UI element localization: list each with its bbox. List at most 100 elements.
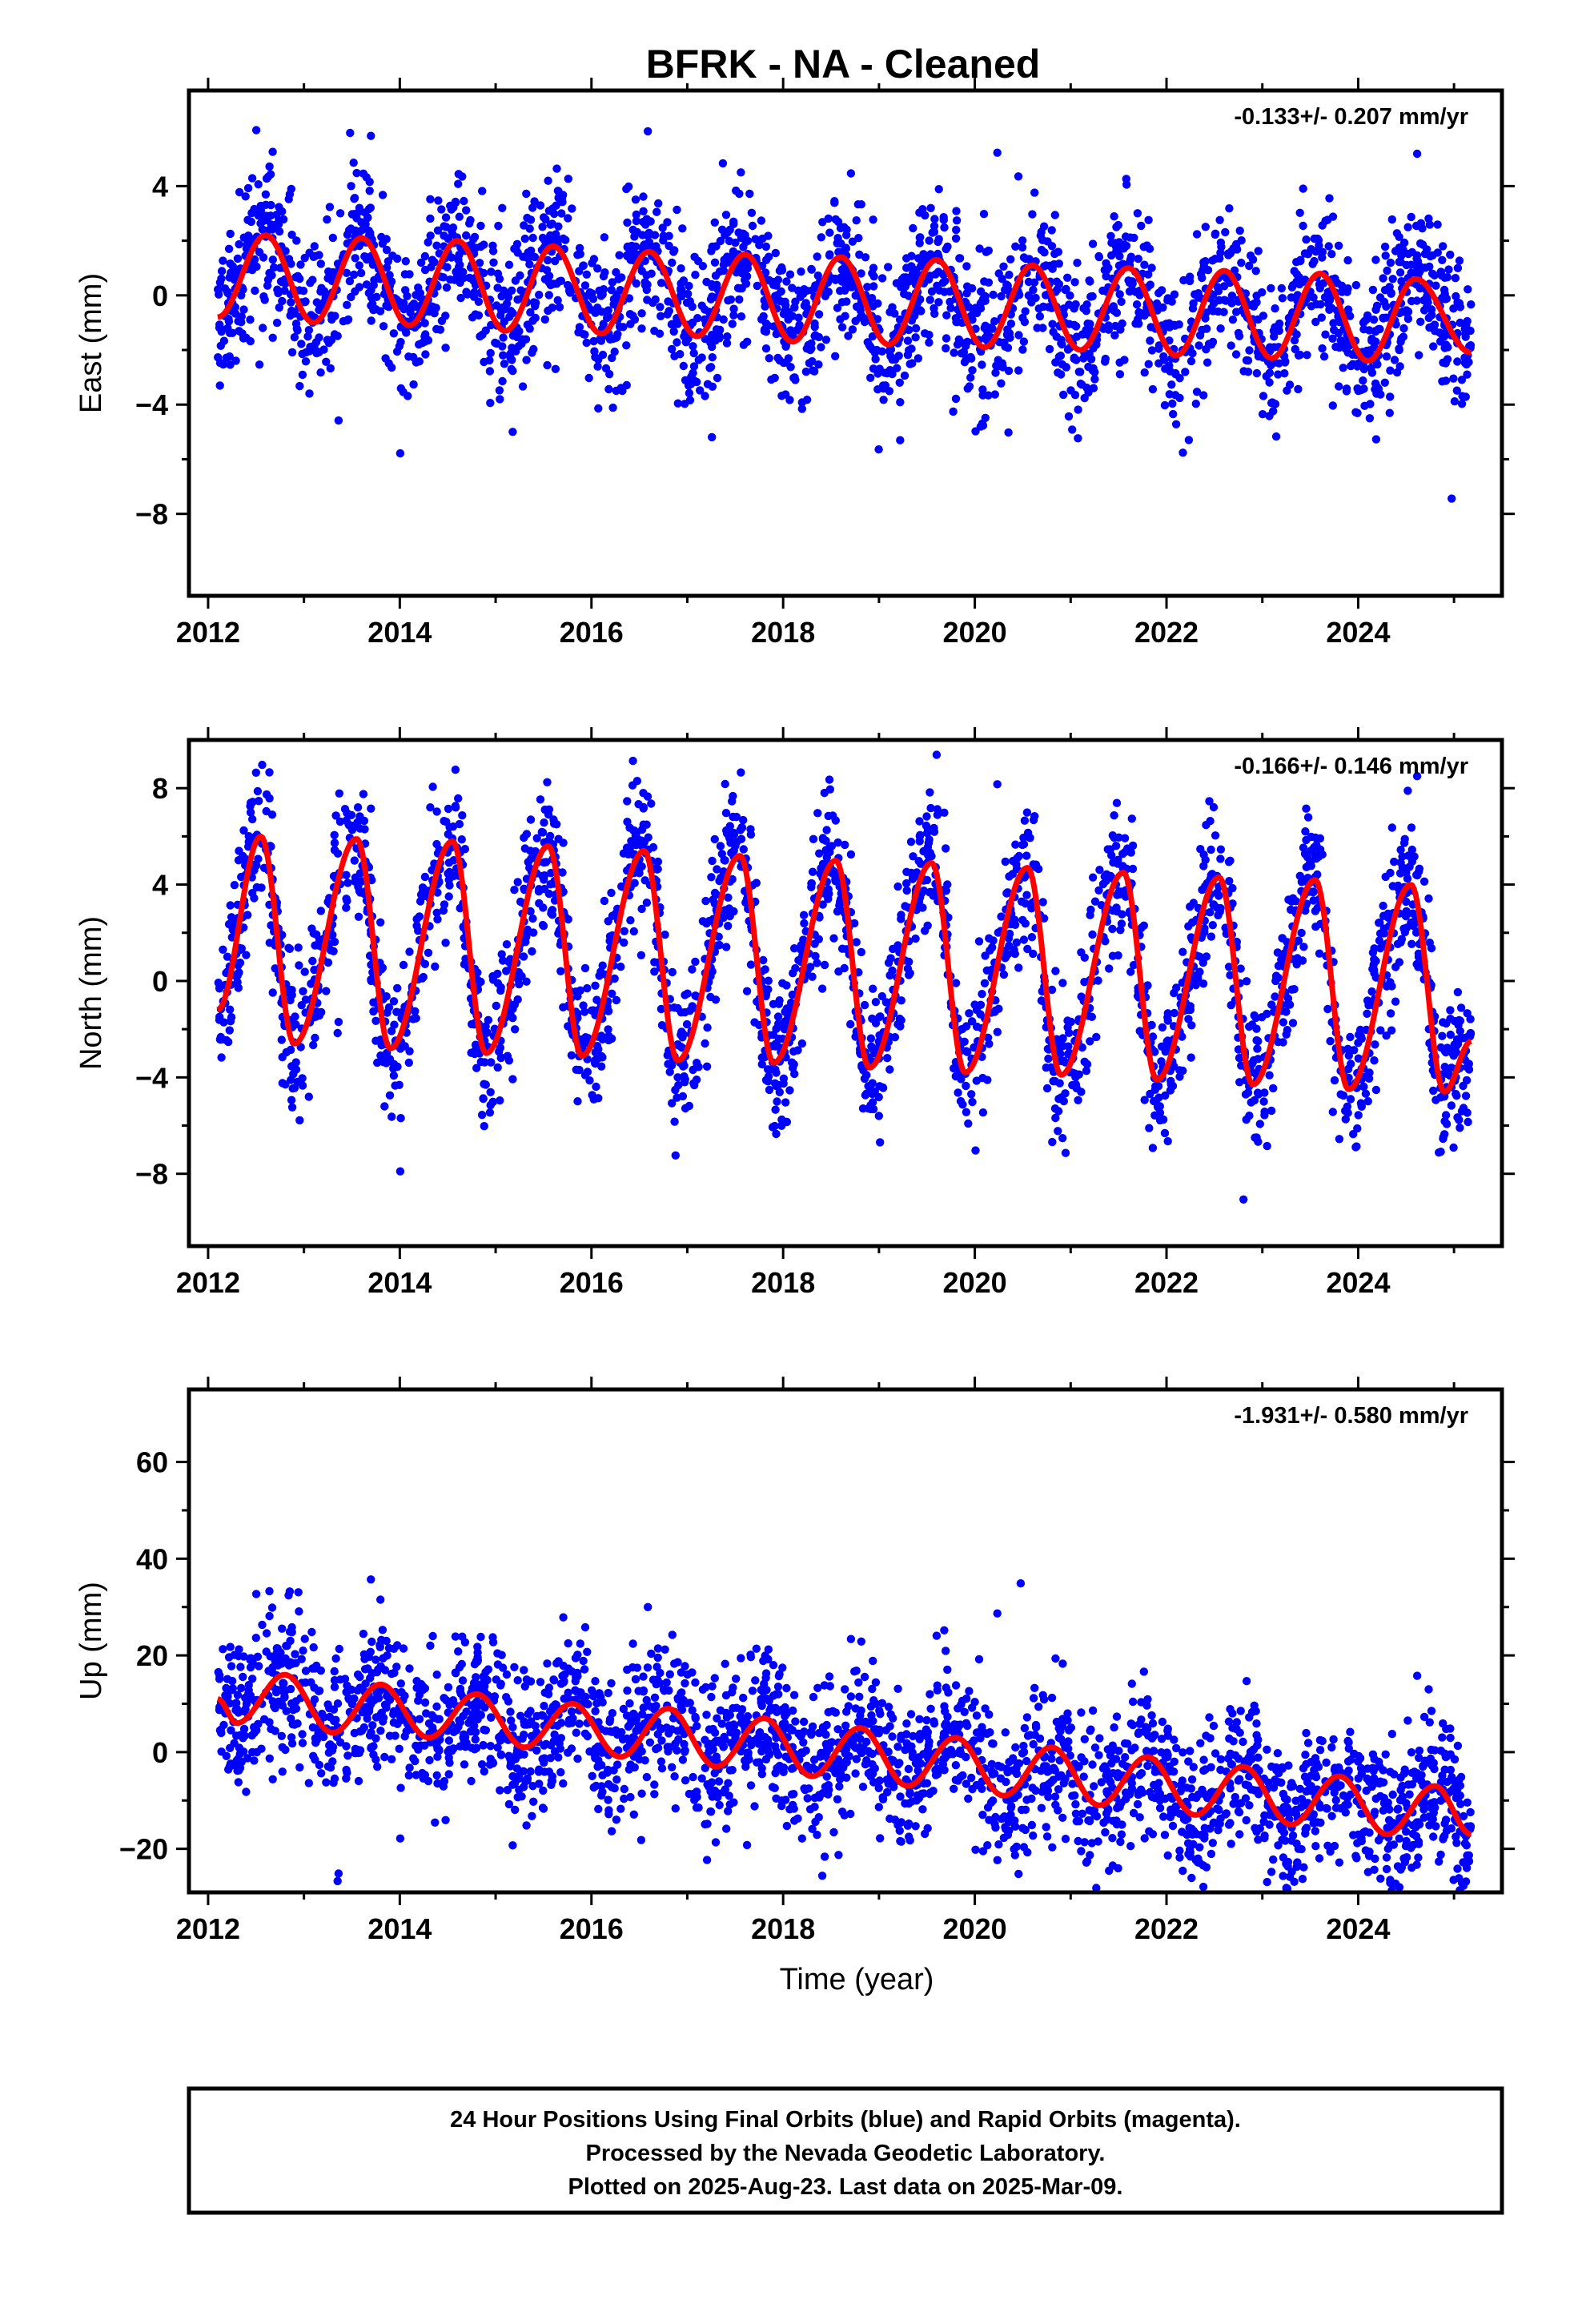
observation-point [232,265,241,275]
observation-point [616,384,625,392]
observation-point [593,264,602,273]
observation-point [1082,1067,1091,1076]
observation-point [1368,285,1378,295]
observation-point [230,881,239,890]
observation-point [952,216,962,225]
observation-point [1407,939,1416,949]
observation-point [1308,259,1317,268]
observation-point [605,335,615,344]
observation-point [1290,267,1299,275]
observation-point [1085,349,1094,358]
observation-point [420,319,429,328]
observation-point [1037,245,1046,255]
observation-point [1368,964,1377,974]
observation-point [709,895,717,904]
observation-point [1247,1098,1256,1107]
observation-point [753,281,761,291]
observation-point [1346,1032,1355,1042]
observation-point [454,794,463,803]
observation-point [984,391,993,400]
observation-point [215,324,224,332]
observation-point [741,279,751,288]
observation-point [1296,256,1305,266]
observation-point [1403,249,1413,259]
observation-point [454,263,464,271]
observation-point [981,413,990,422]
observation-point [564,915,572,924]
observation-point [1425,323,1434,332]
observation-point [415,357,424,366]
observation-point [1453,357,1462,366]
observation-point [650,327,659,336]
observation-point [594,404,603,413]
observation-point [298,1074,307,1083]
observation-point [916,233,925,242]
observation-point [506,1010,515,1019]
observation-point [909,223,917,233]
observation-point [868,1079,877,1088]
observation-point [966,373,975,382]
observation-point [820,960,829,970]
observation-point [322,357,331,366]
observation-point [836,223,845,233]
observation-point [772,281,781,290]
observation-point [528,947,536,956]
observation-point [942,311,951,320]
observation-point [217,267,227,275]
observation-point [598,290,607,299]
observation-point [1278,294,1287,303]
observation-point [813,959,821,967]
observation-point [437,205,446,214]
observation-point [1047,242,1057,251]
observation-point [363,213,372,222]
observation-point [639,207,648,215]
observation-point [640,278,649,287]
observation-point [1382,1031,1391,1040]
observation-point [1234,328,1243,338]
observation-point [1267,283,1275,293]
observation-point [330,838,339,847]
observation-point [1407,212,1415,222]
observation-point [869,282,878,291]
observation-point [789,1059,798,1069]
observation-point [1307,302,1316,311]
observation-point [1086,1037,1094,1046]
observation-point [688,302,697,312]
observation-point [1066,1017,1076,1027]
observation-point [1436,267,1446,276]
observation-point [484,1015,493,1025]
observation-point [524,248,532,257]
observation-point [1285,1000,1295,1009]
observation-point [873,315,882,324]
observation-point [715,334,724,343]
observation-point [907,262,916,271]
observation-point [248,889,257,898]
observation-point [296,1043,305,1051]
observation-point [362,280,371,289]
observation-point [1396,258,1405,267]
observation-point [1133,315,1142,324]
observation-point [516,286,525,295]
observation-point [683,989,692,998]
observation-point [1166,1080,1175,1089]
observation-point [564,1022,572,1031]
observation-point [317,283,326,292]
observation-point [1326,1036,1335,1046]
observation-point [962,1022,971,1031]
observation-point [1287,905,1295,915]
observation-point [1267,1000,1276,1009]
observation-point [471,310,480,319]
observation-point [833,304,842,312]
observation-point [1301,827,1310,836]
observation-point [485,367,495,376]
observation-point [622,341,631,350]
observation-point [309,1040,318,1050]
observation-point [1018,915,1027,925]
observation-point [1170,988,1178,998]
observation-point [387,1027,396,1035]
observation-point [259,324,267,332]
observation-point [860,1000,869,1010]
observation-point [1094,886,1103,895]
observation-point [612,267,620,277]
observation-point [357,226,367,235]
